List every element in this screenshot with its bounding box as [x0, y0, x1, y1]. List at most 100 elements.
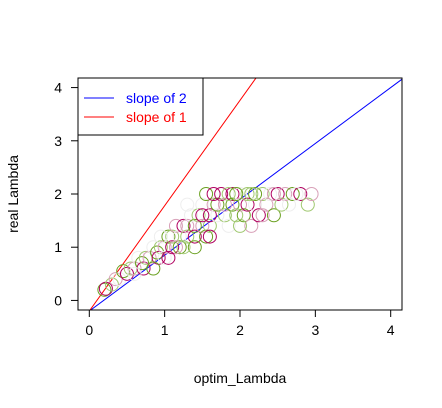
y-tick-label: 3	[54, 133, 62, 149]
data-point	[255, 187, 270, 201]
y-tick-label: 4	[54, 80, 62, 96]
data-point	[229, 187, 244, 201]
data-point	[289, 187, 304, 201]
data-point	[304, 187, 319, 201]
x-tick-label: 1	[161, 322, 169, 338]
data-point	[217, 208, 232, 223]
data-point	[161, 229, 176, 244]
data-point	[142, 250, 157, 265]
data-point	[214, 187, 229, 201]
data-point	[210, 197, 225, 212]
data-point	[278, 187, 293, 201]
data-point	[210, 208, 225, 223]
data-point	[248, 187, 263, 201]
legend-label-slope-1: slope of 1	[126, 109, 187, 125]
data-point	[161, 250, 176, 265]
data-point	[236, 208, 251, 223]
data-point	[176, 240, 191, 255]
data-point	[221, 218, 236, 233]
data-point	[255, 208, 270, 223]
data-point	[127, 261, 142, 276]
data-point	[157, 250, 172, 265]
data-point	[202, 218, 217, 233]
data-point	[97, 282, 112, 297]
legend-box	[77, 77, 204, 136]
data-point	[225, 197, 240, 212]
data-point	[240, 187, 255, 201]
data-point	[184, 208, 199, 223]
legend-label-slope-2: slope of 2	[126, 90, 187, 106]
data-point	[172, 240, 187, 255]
data-point	[270, 187, 285, 201]
data-point	[263, 187, 278, 201]
reference-lines	[89, 78, 402, 310]
data-point	[195, 218, 210, 233]
y-axis: 0 1 2 3 4	[54, 80, 79, 308]
reference-line-2	[89, 78, 257, 310]
data-point	[293, 187, 308, 201]
data-point	[300, 197, 315, 212]
data-point	[225, 187, 240, 201]
data-point	[221, 187, 236, 201]
data-point	[259, 197, 274, 212]
data-point	[180, 218, 195, 233]
data-point	[248, 197, 263, 212]
data-point	[233, 218, 247, 233]
data-point	[135, 256, 150, 271]
data-point	[157, 240, 172, 255]
x-tick-label: 3	[311, 322, 319, 338]
data-point	[206, 197, 221, 212]
data-point	[153, 240, 168, 255]
data-points	[97, 187, 319, 297]
x-axis: 0 1 2 3 4	[85, 309, 395, 338]
data-point	[112, 272, 127, 287]
data-point	[233, 197, 247, 212]
data-point	[187, 218, 202, 233]
x-tick-label: 4	[387, 322, 395, 338]
data-point	[104, 277, 119, 292]
data-point	[229, 208, 244, 223]
data-point	[195, 197, 210, 212]
x-tick-label: 0	[85, 322, 93, 338]
data-point	[199, 229, 214, 244]
data-point	[153, 229, 168, 244]
data-point	[168, 218, 183, 233]
y-tick-label: 1	[54, 239, 62, 255]
data-point	[187, 240, 202, 255]
data-point	[217, 197, 232, 212]
data-point	[251, 208, 266, 223]
data-point	[266, 208, 281, 223]
y-tick-label: 0	[54, 292, 62, 308]
data-point	[202, 229, 217, 244]
y-axis-label: real Lambda	[5, 155, 21, 233]
data-point	[191, 208, 206, 223]
data-point	[165, 240, 180, 255]
data-point	[176, 218, 191, 233]
data-point	[233, 187, 247, 201]
data-point	[180, 229, 195, 244]
x-axis-label: optim_Lambda	[194, 370, 287, 386]
data-point	[146, 261, 161, 276]
data-point	[266, 187, 281, 201]
data-point	[240, 197, 255, 212]
data-point	[168, 240, 183, 255]
data-point	[206, 187, 221, 201]
data-point	[127, 266, 142, 281]
legend: slope of 2 slope of 1	[77, 77, 204, 136]
data-point	[116, 264, 131, 279]
data-point	[136, 261, 151, 276]
data-point	[165, 229, 180, 244]
data-point	[172, 229, 187, 244]
data-point	[281, 197, 296, 212]
x-tick-label: 2	[236, 322, 244, 338]
data-point	[274, 197, 289, 212]
data-point	[199, 187, 214, 201]
data-point	[119, 266, 134, 281]
data-point	[180, 197, 195, 212]
y-tick-label: 2	[54, 186, 62, 202]
data-point	[244, 218, 259, 233]
data-point	[285, 187, 300, 201]
data-point	[150, 245, 165, 260]
data-point	[195, 208, 210, 223]
